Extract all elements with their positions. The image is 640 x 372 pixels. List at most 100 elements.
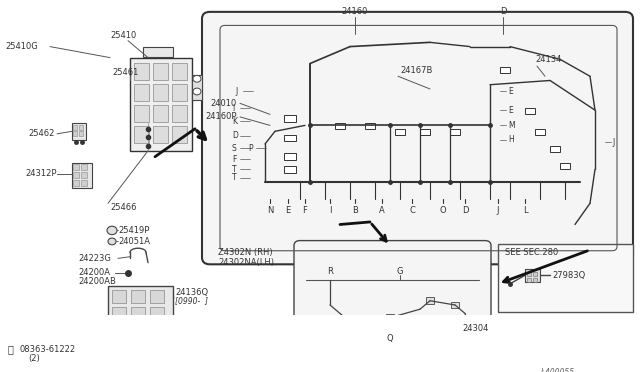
Text: (2): (2) — [28, 354, 40, 363]
Text: 08363-61222: 08363-61222 — [20, 344, 76, 353]
Bar — [451, 302, 459, 308]
Bar — [134, 63, 149, 80]
Bar — [560, 163, 570, 169]
Circle shape — [193, 76, 201, 82]
Bar — [284, 135, 296, 141]
Bar — [134, 105, 149, 122]
Bar — [72, 123, 86, 140]
Bar — [395, 129, 405, 135]
Bar — [134, 126, 149, 143]
Circle shape — [108, 238, 116, 245]
Text: 24160P: 24160P — [205, 112, 237, 121]
Text: P: P — [248, 144, 253, 153]
Bar — [172, 105, 187, 122]
Bar — [150, 307, 164, 320]
Text: L: L — [523, 206, 527, 215]
Text: F: F — [232, 155, 236, 164]
Text: J: J — [612, 138, 614, 147]
Text: E: E — [508, 106, 513, 115]
Text: D: D — [461, 206, 468, 215]
Bar — [284, 115, 296, 122]
Bar — [150, 290, 164, 303]
Text: 25462: 25462 — [29, 129, 55, 138]
Bar — [73, 180, 79, 186]
Bar — [535, 129, 545, 135]
Text: E: E — [508, 87, 513, 96]
Bar — [81, 164, 87, 170]
Bar — [131, 290, 145, 303]
Bar — [172, 126, 187, 143]
Text: I: I — [232, 104, 234, 113]
Bar — [450, 129, 460, 135]
Text: C: C — [409, 206, 415, 215]
Bar — [112, 307, 126, 320]
Bar — [533, 278, 537, 282]
Text: 24160: 24160 — [342, 7, 368, 16]
Text: J: J — [497, 206, 499, 215]
Bar — [79, 125, 83, 129]
Text: J:400055: J:400055 — [540, 368, 574, 372]
Bar — [153, 63, 168, 80]
FancyBboxPatch shape — [202, 12, 633, 264]
Bar — [420, 129, 430, 135]
Text: Q: Q — [387, 334, 394, 343]
Bar — [73, 172, 79, 178]
Text: T: T — [232, 165, 237, 174]
Bar — [525, 269, 540, 282]
Bar — [153, 126, 168, 143]
Bar — [73, 131, 77, 137]
Bar — [134, 84, 149, 101]
Text: 25410G: 25410G — [5, 42, 38, 51]
Text: SEE SEC.280: SEE SEC.280 — [505, 248, 558, 257]
Text: 25466: 25466 — [110, 203, 136, 212]
Text: H: H — [508, 135, 514, 144]
Text: 24136Q: 24136Q — [175, 288, 208, 297]
Bar — [550, 146, 560, 152]
Text: E: E — [285, 206, 291, 215]
Bar — [527, 278, 531, 282]
Bar — [386, 314, 394, 321]
Text: 25461: 25461 — [112, 67, 138, 77]
Text: 27983Q: 27983Q — [552, 271, 585, 280]
Bar — [73, 164, 79, 170]
Text: 24010: 24010 — [211, 99, 237, 108]
Text: 24200A: 24200A — [78, 268, 110, 277]
Text: K: K — [232, 117, 237, 126]
Text: 24302NA(LH): 24302NA(LH) — [218, 258, 274, 267]
Text: 25419P: 25419P — [118, 226, 149, 235]
Text: B: B — [352, 206, 358, 215]
Bar — [426, 297, 434, 304]
Text: 24167B: 24167B — [400, 66, 433, 75]
Text: R: R — [327, 267, 333, 276]
Bar — [498, 244, 633, 312]
Text: N: N — [267, 206, 273, 215]
Text: 24200AB: 24200AB — [78, 277, 116, 286]
Text: A: A — [379, 206, 385, 215]
Bar — [72, 163, 92, 188]
Text: S: S — [232, 144, 237, 153]
Bar — [346, 318, 354, 325]
Text: Ⓢ: Ⓢ — [8, 344, 14, 354]
Text: D: D — [232, 131, 238, 140]
Bar — [81, 172, 87, 178]
Bar — [172, 84, 187, 101]
Text: O: O — [440, 206, 446, 215]
Text: F: F — [303, 206, 307, 215]
Bar — [500, 67, 510, 73]
Text: 24312P: 24312P — [25, 169, 56, 178]
Text: 24134: 24134 — [535, 55, 561, 64]
Text: J: J — [235, 87, 237, 96]
Circle shape — [193, 88, 201, 95]
Bar — [192, 74, 202, 100]
Bar — [108, 286, 173, 330]
FancyBboxPatch shape — [294, 241, 491, 344]
Bar — [153, 84, 168, 101]
Bar — [79, 131, 83, 137]
Bar — [533, 272, 537, 276]
Bar — [112, 290, 126, 303]
Bar — [73, 125, 77, 129]
Text: Z4302N (RH): Z4302N (RH) — [218, 248, 273, 257]
Bar — [131, 307, 145, 320]
Text: [0990-  ]: [0990- ] — [175, 296, 208, 305]
Bar — [527, 272, 531, 276]
